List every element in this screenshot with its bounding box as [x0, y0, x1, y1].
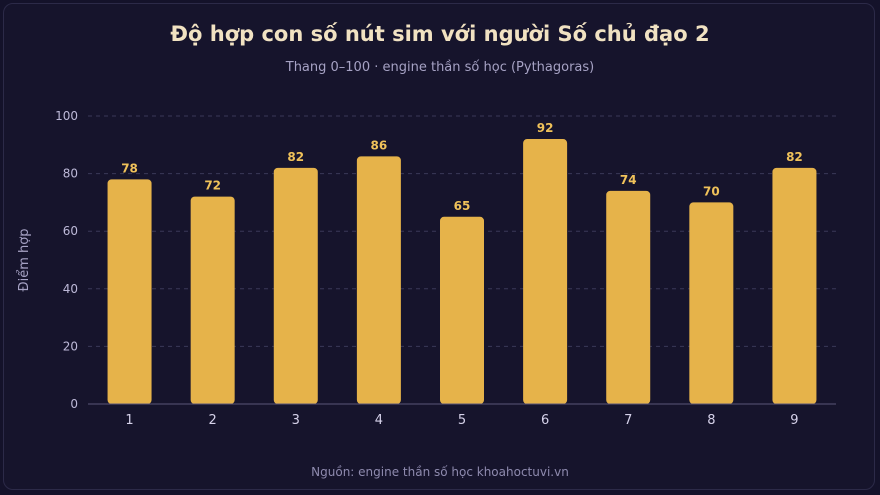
y-tick-label: 80 [63, 167, 78, 181]
chart-subtitle: Thang 0–100 · engine thần số học (Pythag… [285, 60, 595, 75]
x-tick-label: 6 [541, 413, 549, 428]
x-tick-label: 2 [209, 413, 217, 428]
bar-1 [107, 179, 152, 404]
x-tick-label: 3 [292, 413, 300, 428]
x-tick-label: 5 [458, 413, 466, 428]
x-tick-label: 8 [707, 413, 715, 428]
value-label: 82 [786, 150, 803, 164]
y-tick-label: 20 [63, 339, 78, 353]
chart-title: Độ hợp con số nút sim với người Số chủ đ… [170, 22, 710, 46]
y-tick-label: 100 [55, 109, 78, 123]
bar-3 [273, 167, 318, 404]
y-tick-label: 40 [63, 282, 78, 296]
value-label: 92 [537, 121, 554, 135]
x-tick-label: 7 [624, 413, 632, 428]
y-tick-label: 0 [70, 397, 78, 411]
bar-2 [190, 196, 235, 404]
bar-6 [523, 139, 568, 405]
value-label: 78 [121, 161, 138, 175]
labels: 0 20 40 60 80 100 78 1 72 2 82 3 86 4 65 5 92 6 74 7 70 8 82 9 [55, 109, 803, 428]
value-label: 82 [287, 150, 304, 164]
bar-5 [440, 216, 484, 404]
source-note: Nguồn: engine thần số học khoahoctuvi.vn [311, 465, 569, 479]
bar-4 [356, 156, 401, 404]
bar-9 [772, 167, 817, 404]
bar-8 [689, 202, 734, 404]
bar-7 [606, 190, 651, 404]
y-axis-label: Điểm hợp [17, 229, 32, 292]
x-tick-label: 4 [375, 413, 383, 428]
value-label: 72 [204, 179, 221, 193]
value-label: 86 [371, 138, 388, 152]
value-label: 74 [620, 173, 637, 187]
bars [107, 139, 817, 405]
value-label: 65 [454, 199, 471, 213]
x-tick-label: 1 [125, 413, 133, 428]
value-label: 70 [703, 184, 720, 198]
y-tick-label: 60 [63, 224, 78, 238]
x-tick-label: 9 [790, 413, 798, 428]
